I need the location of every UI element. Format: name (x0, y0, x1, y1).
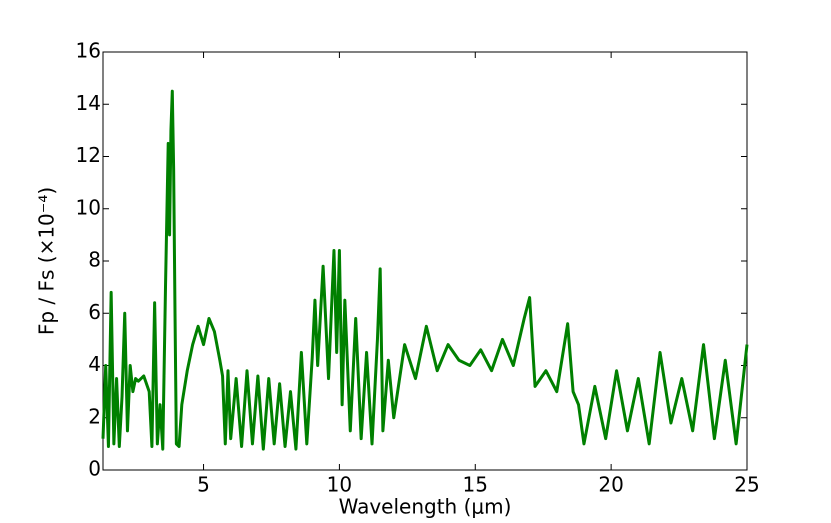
y-tick-label: 2 (88, 404, 101, 428)
y-tick-label: 14 (76, 91, 101, 115)
y-tick-label: 10 (76, 195, 101, 219)
y-tick-label: 8 (88, 248, 101, 272)
x-tick-label: 20 (598, 473, 623, 497)
x-tick-label: 5 (197, 473, 210, 497)
y-tick-label: 6 (88, 300, 101, 324)
y-tick-label: 12 (76, 143, 101, 167)
y-axis-label: Fp / Fs (×10⁻⁴) (35, 187, 59, 335)
x-tick-label: 25 (734, 473, 759, 497)
spectrum-line (101, 89, 749, 451)
y-tick-label: 16 (76, 39, 101, 63)
plot-frame (102, 51, 748, 471)
x-tick-label: 15 (463, 473, 488, 497)
y-tick-label: 0 (88, 457, 101, 481)
y-tick-label: 4 (88, 352, 101, 376)
x-tick-label: 10 (327, 473, 352, 497)
x-axis-label: Wavelength (μm) (339, 495, 512, 519)
